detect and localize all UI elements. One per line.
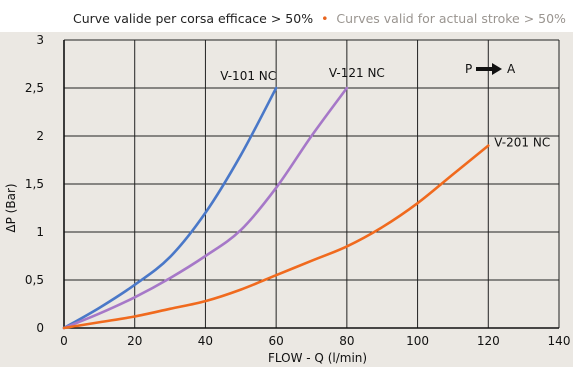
x-tick-label: 100 <box>406 334 429 348</box>
series-line-2 <box>62 86 349 330</box>
flow-direction-annotation: P A <box>465 62 516 76</box>
x-tick-label: 60 <box>269 334 284 348</box>
y-tick-label: 0,5 <box>25 273 44 287</box>
axes <box>63 40 559 329</box>
x-tick-labels: 0 20 40 60 80 100 120 140 <box>60 334 570 348</box>
y-tick-label: 1 <box>36 225 44 239</box>
x-axis-label: FLOW - Q (l/min) <box>268 351 367 365</box>
series-group <box>62 86 490 330</box>
title-band <box>0 0 573 32</box>
x-tick-label: 80 <box>339 334 354 348</box>
arrow-right-icon <box>476 63 502 75</box>
title-english: Curves valid for actual stroke > 50% <box>336 11 566 26</box>
x-tick-label: 20 <box>127 334 142 348</box>
y-tick-label: 0 <box>36 321 44 335</box>
x-tick-label: 120 <box>477 334 500 348</box>
annotation-p-label: P <box>465 62 472 76</box>
series-label-3: V-201 NC <box>494 136 550 150</box>
y-tick-labels: 0 0,5 1 1,5 2 2,5 3 <box>25 33 44 335</box>
series-label-2: V-121 NC <box>329 66 385 80</box>
series-labels: V-101 NC V-121 NC V-201 NC <box>220 66 550 150</box>
x-tick-label: 140 <box>548 334 571 348</box>
title-separator: • <box>321 11 328 26</box>
y-tick-label: 2,5 <box>25 81 44 95</box>
chart-title: Curve valide per corsa efficace > 50% • … <box>73 11 566 26</box>
y-tick-label: 1,5 <box>25 177 44 191</box>
x-tick-label: 40 <box>198 334 213 348</box>
series-line-3 <box>62 144 490 330</box>
title-italian: Curve valide per corsa efficace > 50% <box>73 11 313 26</box>
y-tick-label: 2 <box>36 129 44 143</box>
series-label-1: V-101 NC <box>220 69 276 83</box>
series-line-1 <box>62 86 278 330</box>
annotation-a-label: A <box>507 62 516 76</box>
x-tick-label: 0 <box>60 334 68 348</box>
y-tick-label: 3 <box>36 33 44 47</box>
y-axis-label: ΔP (Bar) <box>4 183 18 232</box>
